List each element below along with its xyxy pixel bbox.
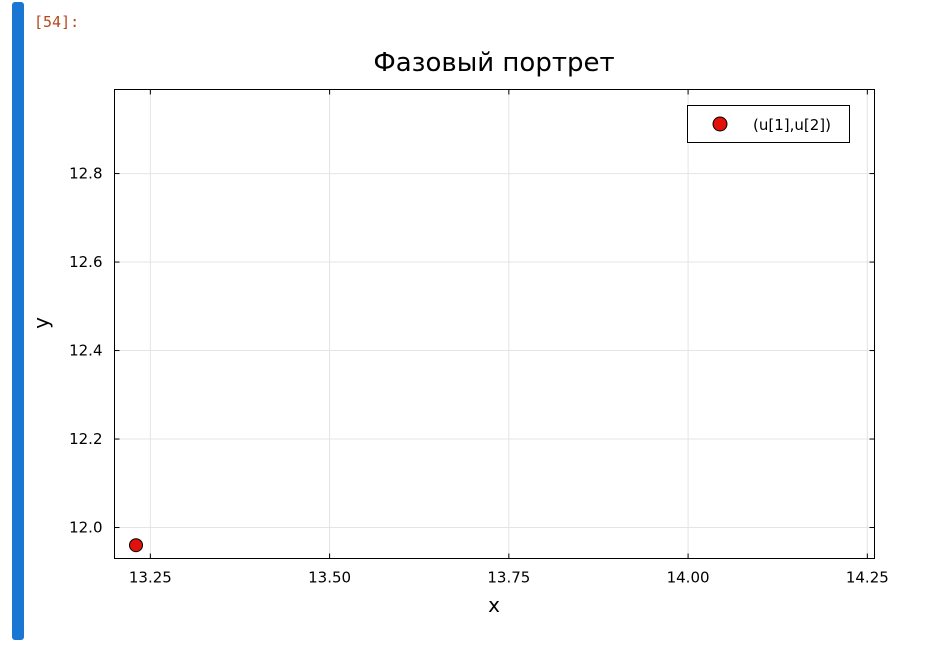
x-tick-label: 13.25 xyxy=(129,569,172,587)
y-tick-label: 12.8 xyxy=(69,165,102,183)
x-tick-label: 13.75 xyxy=(487,569,530,587)
legend-entry-label: (u[1],u[2]) xyxy=(753,116,831,134)
cell-selection-bar[interactable] xyxy=(12,2,24,640)
y-axis-label: y xyxy=(29,317,53,329)
legend-marker xyxy=(712,116,728,132)
phase-portrait-chart: 13.25 13.50 13.75 14.00 14.25 12.0 12.2 12.4 12.… xyxy=(29,48,889,617)
x-tick-label: 14.00 xyxy=(667,569,710,587)
x-tick-label: 14.25 xyxy=(846,569,889,587)
x-tick-label: 13.50 xyxy=(308,569,351,587)
y-tick-label: 12.0 xyxy=(69,519,102,537)
chart-title: Фазовый портрет xyxy=(373,48,614,78)
y-tick-label: 12.4 xyxy=(69,342,102,360)
execution-count-prompt: [54]: xyxy=(34,13,80,31)
y-tick-label: 12.2 xyxy=(69,430,102,448)
plot-frame xyxy=(114,89,875,559)
legend: (u[1],u[2]) xyxy=(687,105,850,143)
scatter-point xyxy=(129,538,144,553)
x-axis-label: x xyxy=(488,593,500,617)
cell-output: 13.25 13.50 13.75 14.00 14.25 12.0 12.2 12.4 12.… xyxy=(24,30,904,630)
y-tick-label: 12.6 xyxy=(69,253,102,271)
